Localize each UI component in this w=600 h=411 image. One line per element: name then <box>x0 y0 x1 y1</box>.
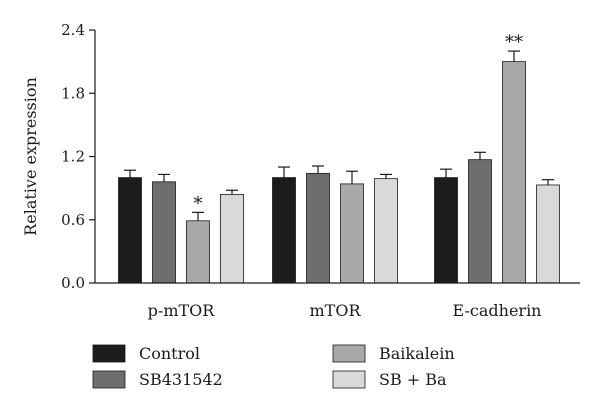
legend-label: SB + Ba <box>379 370 447 389</box>
bar-p-mtor-baikalein <box>186 220 210 284</box>
bar-e-cadherin-sb-ba <box>536 184 560 284</box>
bar-e-cadherin-sb431542 <box>468 159 492 284</box>
bar-p-mtor-control <box>118 177 142 284</box>
ticks-layer: 0.0 0.6 1.2 1.8 2.4 <box>61 21 95 292</box>
bar-mtor-control <box>272 177 296 284</box>
x-category-label: E-cadherin <box>453 301 542 320</box>
x-category-label: mTOR <box>309 301 361 320</box>
significance-marker: * <box>194 193 203 214</box>
bar-mtor-sb-ba <box>374 178 398 284</box>
legend-swatch <box>92 370 126 389</box>
y-tick-label: 1.2 <box>61 148 85 166</box>
x-category-label: p-mTOR <box>148 301 216 320</box>
legend-swatch <box>92 344 126 363</box>
legend-label: Control <box>139 344 200 363</box>
legend: Control SB431542 Baikalein SB + Ba <box>92 344 455 389</box>
bars-layer: *** <box>118 32 560 284</box>
legend-label: SB431542 <box>139 370 223 389</box>
bar-e-cadherin-control <box>434 177 458 284</box>
y-tick-label: 0.6 <box>61 211 85 229</box>
y-tick-label: 0.0 <box>61 274 85 292</box>
legend-swatch <box>332 370 366 389</box>
legend-label: Baikalein <box>379 344 455 363</box>
significance-marker: ** <box>505 32 523 53</box>
bar-mtor-baikalein <box>340 183 364 284</box>
legend-swatch <box>332 344 366 363</box>
bar-mtor-sb431542 <box>306 172 330 284</box>
y-tick-label: 2.4 <box>61 21 85 39</box>
category-labels: p-mTOR mTOR E-cadherin <box>148 301 542 320</box>
y-tick-label: 1.8 <box>61 84 85 102</box>
bar-p-mtor-sb431542 <box>152 181 176 284</box>
bar-p-mtor-sb-ba <box>220 194 244 284</box>
y-axis-label: Relative expression <box>21 77 40 236</box>
bar-e-cadherin-baikalein <box>502 61 526 284</box>
